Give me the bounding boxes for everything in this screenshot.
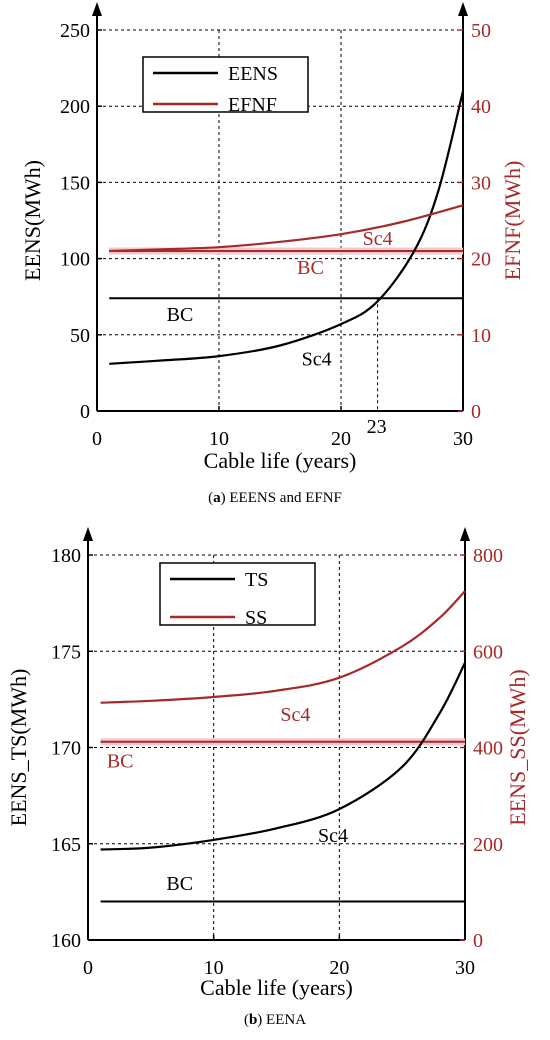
chart-a-x-tick-label: 20 [331, 428, 351, 450]
chart-a-x-tick-label: 0 [92, 428, 102, 450]
chart-a-x-tick-label: 30 [453, 428, 473, 450]
chart-a-annotation: BC [167, 304, 194, 326]
caption-b-letter: b [248, 1012, 258, 1028]
caption-a-letter: a [213, 490, 221, 506]
chart-b-x-tick-label: 10 [204, 957, 224, 979]
chart-b-y-tick-label-right: 0 [473, 930, 483, 952]
chart-a-y-axis-left-arrow [92, 2, 102, 16]
chart-b-y-tick-label-right: 400 [473, 738, 503, 760]
chart-a-legend-label-efnf: EFNF [228, 94, 277, 116]
chart-b-y-tick-label-left: 175 [51, 641, 81, 663]
chart-b-y-tick-label-left: 170 [51, 738, 81, 760]
chart-a-y-tick-label-right: 20 [471, 249, 491, 271]
chart-b-y-tick-label-right: 600 [473, 641, 503, 663]
chart-a-y-tick-label-left: 0 [80, 401, 90, 423]
chart-a-y-axis-right-arrow [458, 2, 468, 16]
chart-b-legend-box [159, 562, 316, 626]
chart-b-y-tick-label-right: 200 [473, 834, 503, 856]
chart-a-series-efnf [109, 204, 464, 253]
chart-a-y-axis-label-left: EENS(MWh) [20, 160, 45, 281]
chart-a-y-tick-label-left: 250 [60, 20, 90, 42]
chart-a-x-tick-label: 10 [209, 428, 229, 450]
chart-a-annotation: Sc4 [302, 348, 332, 370]
chart-b-legend-label-ts: TS [245, 569, 268, 591]
chart-b-annotation: Sc4 [280, 704, 310, 726]
chart-a-y-tick-label-left: 200 [60, 96, 90, 118]
chart-b-y-axis-left-arrow [83, 527, 93, 541]
caption-b: (b) EENA [243, 1012, 307, 1028]
chart-a-marker-label: 23 [367, 416, 387, 438]
chart-a-x-axis-label: Cable life (years) [204, 448, 357, 473]
chart-a-y-tick-label-left: 150 [60, 172, 90, 194]
chart-a-y-tick-label-left: 100 [60, 249, 90, 271]
caption-a: (a) EEENS and EFNF [208, 490, 342, 506]
chart-b-y-axis-label-right: EENS_SS(MWh) [505, 669, 530, 825]
chart-b-legend-label-ss: SS [245, 607, 267, 629]
chart-a-y-tick-label-right: 10 [471, 325, 491, 347]
chart-b-y-tick-label-left: 160 [51, 930, 81, 952]
caption-b-text: EENA [262, 1012, 307, 1028]
chart-b-y-tick-label-left: 180 [51, 545, 81, 567]
chart-b-y-tick-label-right: 800 [473, 545, 503, 567]
chart-a-y-tick-label-right: 40 [471, 96, 491, 118]
chart-b-x-tick-label: 30 [455, 957, 475, 979]
chart-a-y-tick-label-right: 50 [471, 20, 491, 42]
caption-a-text: EEENS and EFNF [225, 490, 342, 506]
chart-b-x-axis-label: Cable life (years) [200, 975, 353, 1000]
chart-b-x-tick-label: 0 [83, 957, 93, 979]
chart-a-legend-label-eens: EENS [228, 63, 278, 85]
chart-a-y-tick-label-left: 50 [70, 325, 90, 347]
chart-a-y-axis-label-right: EFNF(MWh) [500, 161, 525, 281]
chart-b-series-ss [100, 590, 466, 704]
chart-b-annotation: Sc4 [318, 825, 348, 847]
chart-b-series-ts [100, 662, 466, 851]
chart-a-series-eens [109, 90, 465, 365]
chart-b-y-axis-label-left: EENS_TS(MWh) [6, 669, 31, 827]
chart-a-y-tick-label-right: 30 [471, 172, 491, 194]
chart-b-x-tick-label: 20 [329, 957, 349, 979]
chart-b-y-axis-right-arrow [460, 527, 470, 541]
chart-a-y-tick-label-right: 0 [471, 401, 481, 423]
chart-a-annotation: BC [297, 257, 324, 279]
chart-b-annotation: BC [166, 873, 193, 895]
chart-b-annotation: BC [107, 751, 134, 773]
chart-b-y-tick-label-left: 165 [51, 834, 81, 856]
chart-a-annotation: Sc4 [363, 228, 393, 250]
